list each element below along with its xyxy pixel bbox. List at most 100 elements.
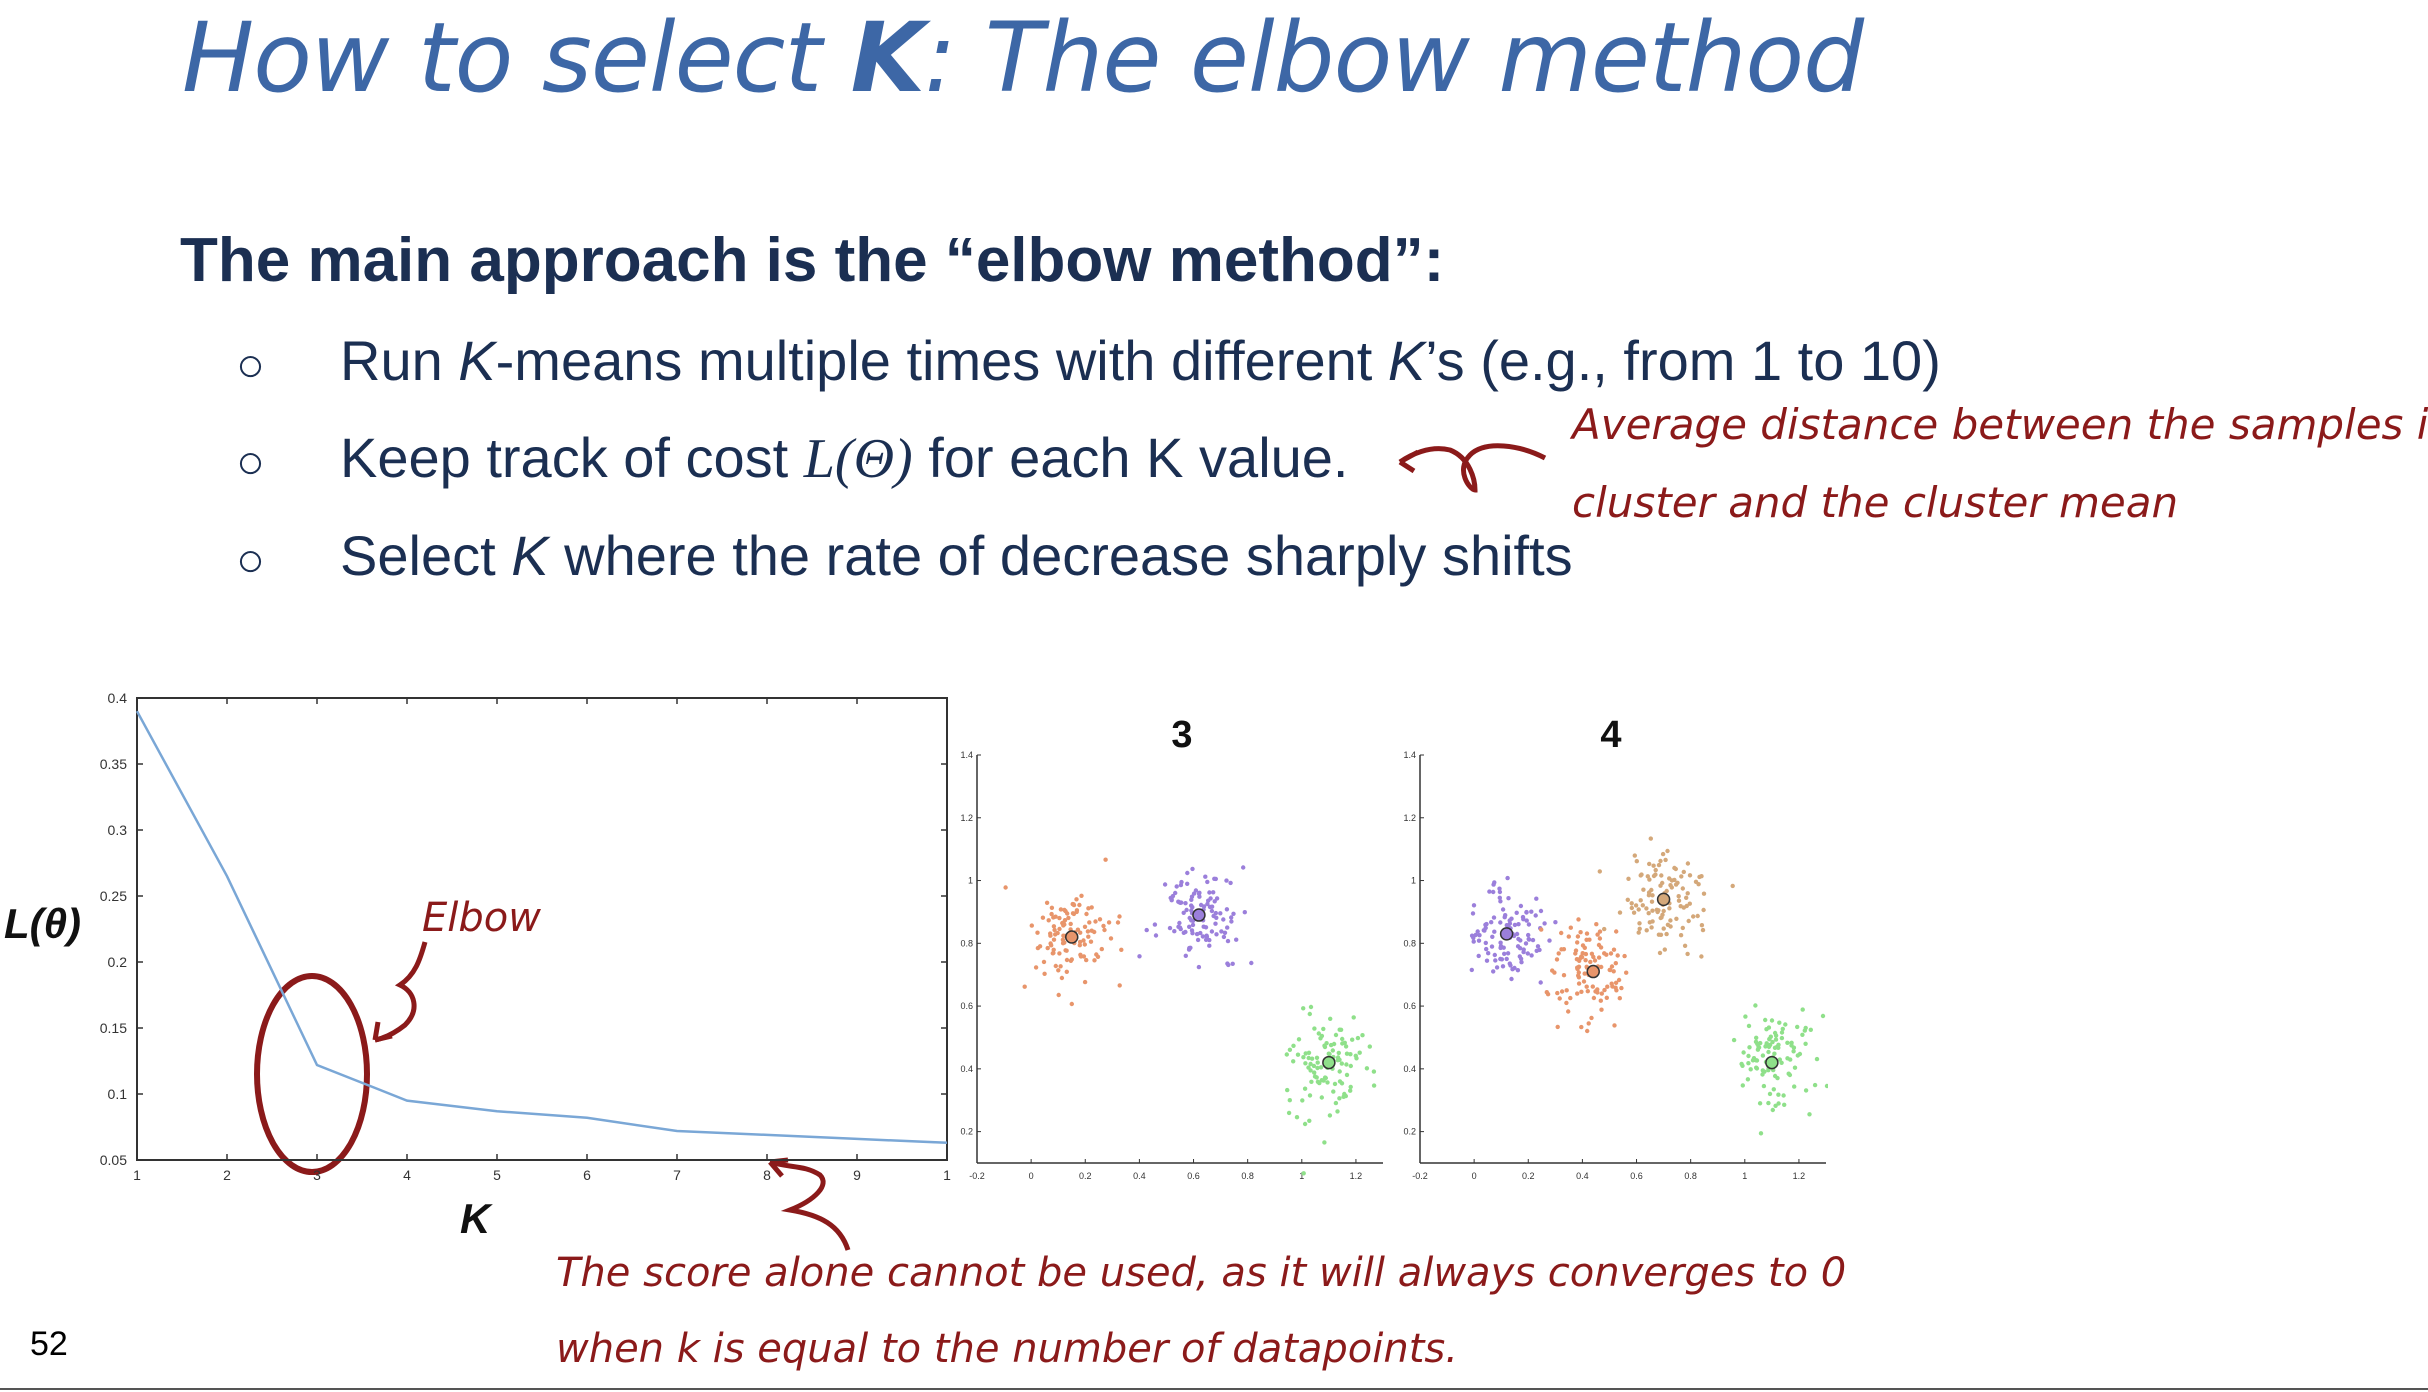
data-point bbox=[1205, 901, 1210, 907]
data-point bbox=[1676, 898, 1682, 903]
data-point bbox=[1300, 1098, 1305, 1103]
data-point bbox=[1242, 910, 1247, 915]
data-point bbox=[1568, 925, 1573, 930]
data-point bbox=[1062, 922, 1067, 927]
data-point bbox=[1097, 917, 1103, 922]
data-point bbox=[1344, 1072, 1350, 1078]
y-tick-label: 0.8 bbox=[1403, 938, 1416, 948]
data-point bbox=[1494, 965, 1500, 970]
data-point bbox=[1667, 876, 1672, 881]
data-point bbox=[1117, 983, 1122, 988]
y-tick-label: 1.4 bbox=[960, 750, 973, 760]
data-point bbox=[1316, 1031, 1321, 1036]
data-point bbox=[1291, 1059, 1296, 1064]
scatter-k4-ticks: 0.2 0.4 0.6 0.8 1 1.2 1.4 -0.2 0 0.2 0.4 0.6 0.8 1 1.2 bbox=[1403, 750, 1805, 1181]
data-point bbox=[1162, 882, 1168, 887]
data-point bbox=[1071, 902, 1076, 907]
data-point bbox=[1598, 945, 1604, 950]
cluster-centroid bbox=[1192, 908, 1206, 922]
data-point bbox=[1183, 901, 1188, 906]
data-point bbox=[1068, 921, 1073, 927]
data-point bbox=[1303, 1051, 1308, 1056]
data-point bbox=[1040, 915, 1046, 920]
data-point bbox=[1559, 989, 1565, 994]
data-point bbox=[1669, 885, 1674, 890]
data-point bbox=[1779, 1060, 1784, 1065]
data-point bbox=[1302, 1121, 1308, 1127]
data-point bbox=[1229, 915, 1234, 920]
x-tick-label: -0.2 bbox=[969, 1171, 985, 1181]
cluster-centroid bbox=[1322, 1055, 1336, 1070]
score-note-line2: when k is equal to the number of datapoi… bbox=[556, 1326, 1458, 1372]
data-point bbox=[1051, 950, 1056, 956]
data-point bbox=[1344, 1051, 1350, 1056]
scatter-k3-points bbox=[1003, 857, 1377, 1176]
data-point bbox=[1322, 1044, 1328, 1050]
data-point bbox=[1523, 941, 1529, 946]
data-point bbox=[1659, 873, 1664, 878]
data-point bbox=[1331, 1089, 1336, 1094]
data-point bbox=[1167, 925, 1173, 931]
data-point bbox=[1209, 904, 1215, 909]
data-point bbox=[1534, 948, 1539, 953]
data-point bbox=[1808, 1027, 1813, 1032]
data-point bbox=[1367, 1044, 1372, 1049]
y-tick-label: 0.2 bbox=[1403, 1127, 1416, 1137]
data-point bbox=[1214, 896, 1220, 901]
elbow-arrow-head bbox=[372, 1021, 393, 1043]
score-arrow-stroke bbox=[769, 1159, 851, 1251]
data-point bbox=[1731, 1037, 1737, 1043]
data-point bbox=[1661, 908, 1666, 914]
bullet-2: Keep track of cost L(Θ) for each K value… bbox=[340, 425, 1348, 491]
data-point bbox=[1328, 1016, 1333, 1021]
data-point bbox=[1803, 1088, 1809, 1093]
data-point bbox=[1747, 1045, 1752, 1050]
data-point bbox=[1371, 1083, 1377, 1088]
title-k: K bbox=[850, 2, 925, 114]
y-tick-label: 0.6 bbox=[960, 1001, 973, 1011]
data-point bbox=[1337, 1096, 1342, 1101]
data-point bbox=[1082, 979, 1088, 985]
data-point bbox=[1211, 890, 1216, 895]
data-point bbox=[1498, 920, 1503, 925]
data-point bbox=[1212, 899, 1217, 904]
data-point bbox=[1524, 918, 1529, 923]
data-point bbox=[1791, 1049, 1796, 1054]
data-point bbox=[1660, 880, 1665, 886]
data-point bbox=[1051, 947, 1056, 952]
y-tick-label: 1.2 bbox=[960, 813, 973, 823]
data-point bbox=[1469, 967, 1474, 973]
data-point bbox=[1062, 940, 1067, 945]
data-point bbox=[1803, 1025, 1808, 1031]
data-point bbox=[1660, 851, 1666, 857]
bullet-3-text-a: Select bbox=[340, 524, 512, 587]
data-point bbox=[1117, 914, 1122, 919]
data-point bbox=[1761, 1083, 1767, 1089]
data-point bbox=[1498, 899, 1503, 904]
scatter-k4-points bbox=[1469, 836, 1828, 1136]
data-point bbox=[1177, 900, 1182, 905]
data-point bbox=[1779, 1030, 1785, 1035]
data-point bbox=[1486, 951, 1491, 956]
data-point bbox=[1084, 957, 1089, 963]
data-point bbox=[1575, 991, 1580, 996]
x-tick-label: 5 bbox=[493, 1167, 501, 1183]
data-point bbox=[1327, 1113, 1333, 1118]
data-point bbox=[1082, 942, 1087, 947]
data-point bbox=[1484, 958, 1490, 963]
data-point bbox=[1189, 897, 1194, 902]
data-point bbox=[1585, 1028, 1590, 1034]
cluster-centroid bbox=[1586, 964, 1600, 979]
data-point bbox=[1337, 1069, 1342, 1074]
data-point bbox=[1075, 927, 1081, 932]
data-point bbox=[1766, 1100, 1771, 1106]
data-point bbox=[1772, 1073, 1778, 1079]
data-point bbox=[1295, 1052, 1301, 1057]
y-tick-label: 0.05 bbox=[100, 1152, 127, 1168]
data-point bbox=[1187, 924, 1192, 929]
data-point bbox=[1224, 878, 1229, 883]
data-point bbox=[1741, 1050, 1746, 1055]
y-tick-label: 0.15 bbox=[100, 1020, 127, 1036]
bullet-marker: ○ bbox=[236, 534, 265, 587]
data-point bbox=[1338, 1027, 1344, 1032]
